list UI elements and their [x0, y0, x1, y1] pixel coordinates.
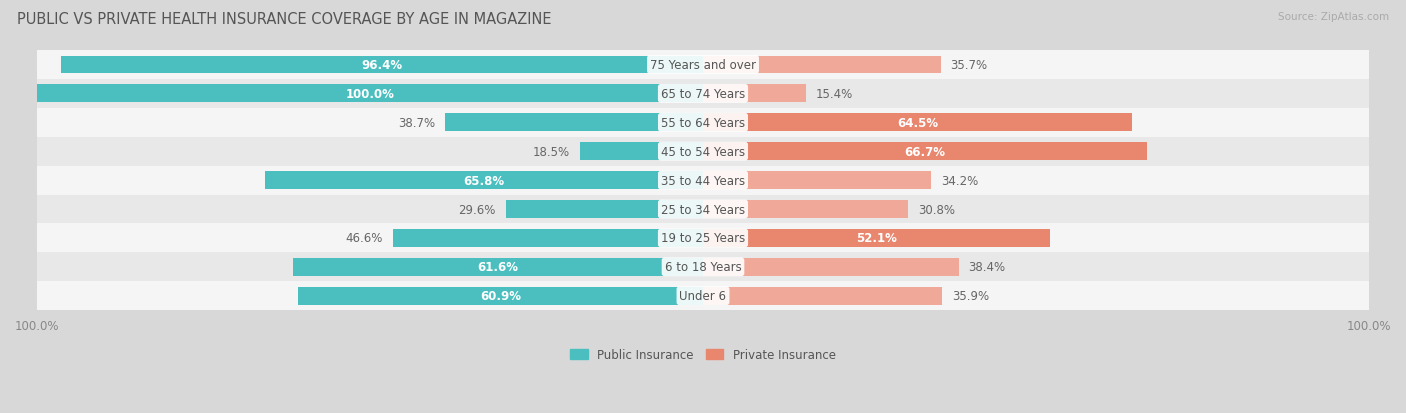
Text: 35 to 44 Years: 35 to 44 Years — [661, 174, 745, 187]
Bar — [37, 51, 1369, 80]
Bar — [37, 166, 1369, 195]
Bar — [264, 172, 703, 190]
Text: 38.4%: 38.4% — [969, 261, 1005, 274]
Bar — [37, 80, 1369, 109]
Text: 15.4%: 15.4% — [815, 88, 853, 101]
Text: 30.8%: 30.8% — [918, 203, 955, 216]
Bar — [292, 258, 703, 276]
Bar — [703, 229, 1050, 247]
Bar — [703, 56, 941, 74]
Text: 61.6%: 61.6% — [478, 261, 519, 274]
Text: 6 to 18 Years: 6 to 18 Years — [665, 261, 741, 274]
Text: 96.4%: 96.4% — [361, 59, 402, 72]
Bar — [703, 258, 959, 276]
Text: 55 to 64 Years: 55 to 64 Years — [661, 116, 745, 129]
Bar — [703, 85, 806, 103]
Text: 46.6%: 46.6% — [346, 232, 382, 245]
Text: 18.5%: 18.5% — [533, 145, 569, 158]
Text: 65.8%: 65.8% — [464, 174, 505, 187]
Text: 45 to 54 Years: 45 to 54 Years — [661, 145, 745, 158]
Bar — [703, 287, 942, 305]
Text: 25 to 34 Years: 25 to 34 Years — [661, 203, 745, 216]
Text: 52.1%: 52.1% — [856, 232, 897, 245]
Bar — [37, 282, 1369, 311]
Bar — [62, 56, 703, 74]
Text: PUBLIC VS PRIVATE HEALTH INSURANCE COVERAGE BY AGE IN MAGAZINE: PUBLIC VS PRIVATE HEALTH INSURANCE COVER… — [17, 12, 551, 27]
Text: 100.0%: 100.0% — [346, 88, 395, 101]
Bar — [703, 172, 931, 190]
Text: 65 to 74 Years: 65 to 74 Years — [661, 88, 745, 101]
Text: 66.7%: 66.7% — [904, 145, 945, 158]
Bar — [703, 143, 1147, 161]
Bar — [37, 195, 1369, 224]
Text: 60.9%: 60.9% — [479, 290, 520, 302]
Bar — [703, 201, 908, 218]
Bar — [37, 253, 1369, 282]
Text: 35.9%: 35.9% — [952, 290, 988, 302]
Text: Under 6: Under 6 — [679, 290, 727, 302]
Text: Source: ZipAtlas.com: Source: ZipAtlas.com — [1278, 12, 1389, 22]
Bar — [37, 109, 1369, 138]
Bar — [392, 229, 703, 247]
Text: 29.6%: 29.6% — [458, 203, 496, 216]
Bar — [37, 224, 1369, 253]
Text: 75 Years and over: 75 Years and over — [650, 59, 756, 72]
Bar — [703, 114, 1132, 132]
Text: 35.7%: 35.7% — [950, 59, 988, 72]
Bar — [446, 114, 703, 132]
Text: 19 to 25 Years: 19 to 25 Years — [661, 232, 745, 245]
Bar — [298, 287, 703, 305]
Bar — [579, 143, 703, 161]
Text: 38.7%: 38.7% — [398, 116, 436, 129]
Legend: Public Insurance, Private Insurance: Public Insurance, Private Insurance — [565, 343, 841, 366]
Bar — [506, 201, 703, 218]
Text: 34.2%: 34.2% — [941, 174, 979, 187]
Text: 64.5%: 64.5% — [897, 116, 938, 129]
Bar — [37, 85, 703, 103]
Bar — [37, 138, 1369, 166]
